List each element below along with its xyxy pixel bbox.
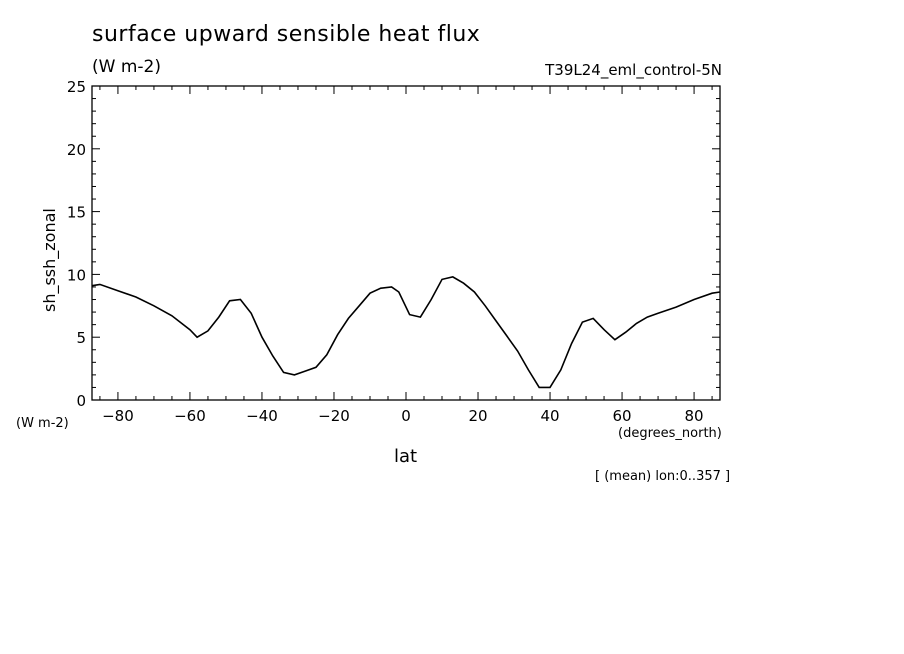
- x-tick-label: −80: [102, 407, 134, 425]
- x-axis-label: lat: [394, 446, 418, 467]
- y-tick-label: 0: [76, 392, 86, 410]
- x-tick-label: −60: [174, 407, 206, 425]
- y-axis-units: (W m-2): [16, 416, 69, 431]
- x-tick-label: 80: [685, 407, 704, 425]
- tick-labels: −80 −60 −40 −20 0 20 40 60 80 0 5 10 15 20 25: [67, 78, 704, 425]
- y-tick-label: 20: [67, 141, 86, 159]
- x-tick-label: 40: [540, 407, 559, 425]
- x-axis-units: (degrees_north): [618, 426, 722, 441]
- y-tick-label: 15: [67, 204, 86, 222]
- chart-title: surface upward sensible heat flux: [92, 22, 481, 47]
- x-tick-label: 60: [613, 407, 632, 425]
- series-line: [91, 276, 721, 389]
- averaging-note: [ (mean) lon:0..357 ]: [595, 469, 731, 484]
- axis-ticks: [92, 85, 720, 401]
- y-tick-label: 5: [76, 329, 86, 347]
- x-tick-label: −40: [246, 407, 278, 425]
- y-tick-label: 25: [67, 78, 86, 96]
- x-tick-label: −20: [318, 407, 350, 425]
- chart-units: (W m-2): [92, 57, 161, 77]
- x-tick-label: 20: [468, 407, 487, 425]
- x-tick-label: 0: [401, 407, 411, 425]
- y-tick-label: 10: [67, 266, 86, 284]
- plot-frame: [91, 85, 721, 401]
- run-label: T39L24_eml_control-5N: [545, 61, 722, 79]
